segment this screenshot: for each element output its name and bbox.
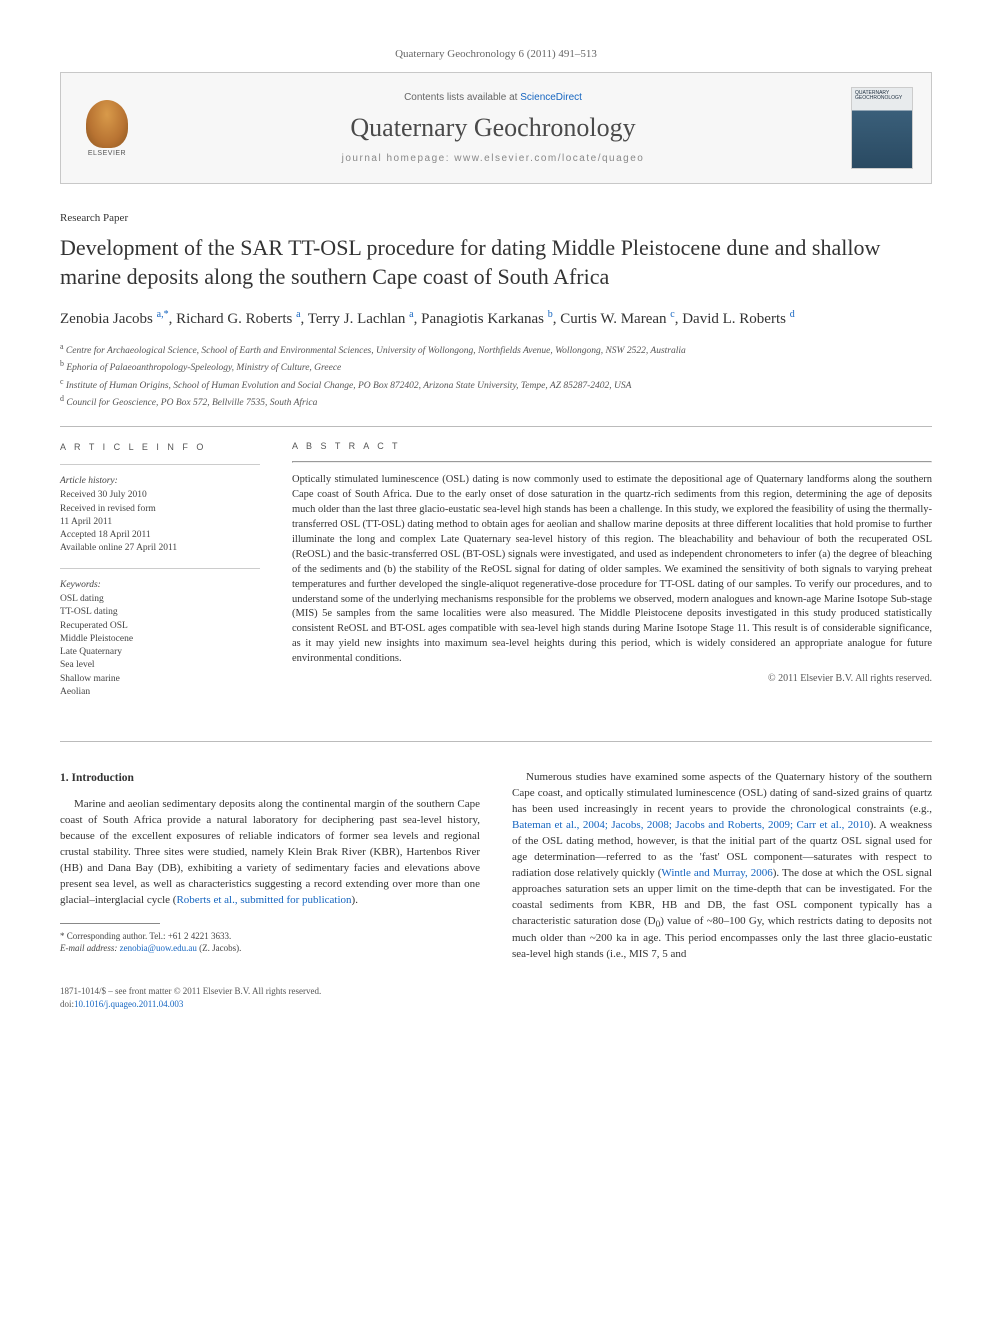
journal-header-box: ELSEVIER Contents lists available at Sci… [60, 72, 932, 184]
keyword: Late Quaternary [60, 646, 260, 659]
keyword: Middle Pleistocene [60, 633, 260, 646]
citation-link[interactable]: Wintle and Murray, 2006 [661, 867, 772, 879]
homepage-prefix: journal homepage: [342, 153, 455, 164]
email-line: E-mail address: zenobia@uow.edu.au (Z. J… [60, 942, 480, 955]
article-title: Development of the SAR TT-OSL procedure … [60, 234, 932, 291]
divider [60, 741, 932, 742]
footnotes: * Corresponding author. Tel.: +61 2 4221… [60, 930, 480, 955]
doi-link[interactable]: 10.1016/j.quageo.2011.04.003 [74, 999, 183, 1009]
email-who: (Z. Jacobs). [197, 943, 242, 953]
header-center: Contents lists available at ScienceDirec… [153, 92, 833, 164]
journal-name: Quaternary Geochronology [153, 113, 833, 143]
affiliation-b: b Ephoria of Palaeoanthropology-Speleolo… [60, 358, 932, 375]
divider [60, 464, 260, 465]
article-info-column: A R T I C L E I N F O Article history: R… [60, 441, 260, 711]
keywords-block: Keywords: OSL dating TT-OSL dating Recup… [60, 579, 260, 700]
meta-abstract-row: A R T I C L E I N F O Article history: R… [60, 441, 932, 711]
article-info-heading: A R T I C L E I N F O [60, 441, 260, 454]
divider [60, 568, 260, 569]
keyword: Recuperated OSL [60, 620, 260, 633]
body-column-right: Numerous studies have examined some aspe… [512, 770, 932, 969]
citation-link[interactable]: Bateman et al., 2004; Jacobs, 2008; Jaco… [512, 819, 870, 831]
history-item: 11 April 2011 [60, 516, 260, 529]
keyword: TT-OSL dating [60, 606, 260, 619]
affiliation-d: d Council for Geoscience, PO Box 572, Be… [60, 393, 932, 410]
keyword: Sea level [60, 659, 260, 672]
affiliations: a Centre for Archaeological Science, Sch… [60, 341, 932, 411]
divider [292, 461, 932, 463]
journal-reference: Quaternary Geochronology 6 (2011) 491–51… [60, 48, 932, 60]
homepage-link[interactable]: www.elsevier.com/locate/quageo [454, 153, 644, 164]
email-link[interactable]: zenobia@uow.edu.au [120, 943, 197, 953]
para-text: Numerous studies have examined some aspe… [512, 771, 932, 815]
citation-link[interactable]: Roberts et al., submitted for publicatio… [176, 894, 351, 906]
doi-line: doi:10.1016/j.quageo.2011.04.003 [60, 998, 932, 1011]
body-two-columns: 1. Introduction Marine and aeolian sedim… [60, 770, 932, 969]
paper-type: Research Paper [60, 212, 932, 224]
elsevier-label: ELSEVIER [88, 150, 126, 157]
abstract-copyright: © 2011 Elsevier B.V. All rights reserved… [292, 673, 932, 684]
cover-title: QUATERNARY GEOCHRONOLOGY [852, 88, 912, 104]
intro-paragraph-1: Marine and aeolian sedimentary deposits … [60, 797, 480, 909]
abstract-heading: A B S T R A C T [292, 441, 932, 451]
footnote-separator [60, 923, 160, 924]
sciencedirect-link[interactable]: ScienceDirect [520, 92, 582, 103]
elsevier-logo: ELSEVIER [79, 95, 135, 161]
corresponding-author: * Corresponding author. Tel.: +61 2 4221… [60, 930, 480, 943]
keyword: Shallow marine [60, 673, 260, 686]
history-item: Available online 27 April 2011 [60, 542, 260, 555]
elsevier-tree-icon [86, 100, 128, 148]
history-label: Article history: [60, 475, 260, 488]
history-item: Accepted 18 April 2011 [60, 529, 260, 542]
email-label: E-mail address: [60, 943, 120, 953]
abstract-column: A B S T R A C T Optically stimulated lum… [292, 441, 932, 711]
body-column-left: 1. Introduction Marine and aeolian sedim… [60, 770, 480, 969]
intro-paragraph-2: Numerous studies have examined some aspe… [512, 770, 932, 963]
contents-prefix: Contents lists available at [404, 92, 520, 103]
page-footer: 1871-1014/$ – see front matter © 2011 El… [60, 985, 932, 1010]
divider [60, 426, 932, 427]
affiliation-a: a Centre for Archaeological Science, Sch… [60, 341, 932, 358]
keyword: OSL dating [60, 593, 260, 606]
contents-availability-line: Contents lists available at ScienceDirec… [153, 92, 833, 103]
history-item: Received in revised form [60, 503, 260, 516]
section-heading-intro: 1. Introduction [60, 770, 480, 787]
para-text: Marine and aeolian sedimentary deposits … [60, 798, 480, 906]
history-item: Received 30 July 2010 [60, 489, 260, 502]
keyword: Aeolian [60, 686, 260, 699]
affiliation-c: c Institute of Human Origins, School of … [60, 376, 932, 393]
author-list: Zenobia Jacobs a,*, Richard G. Roberts a… [60, 307, 932, 331]
journal-cover-thumbnail: QUATERNARY GEOCHRONOLOGY [851, 87, 913, 169]
article-history: Article history: Received 30 July 2010 R… [60, 475, 260, 556]
journal-homepage-line: journal homepage: www.elsevier.com/locat… [153, 153, 833, 164]
front-matter-line: 1871-1014/$ – see front matter © 2011 El… [60, 985, 932, 998]
doi-label: doi: [60, 999, 74, 1009]
keywords-label: Keywords: [60, 579, 260, 592]
para-text: ). [352, 894, 358, 906]
abstract-text: Optically stimulated luminescence (OSL) … [292, 473, 932, 667]
